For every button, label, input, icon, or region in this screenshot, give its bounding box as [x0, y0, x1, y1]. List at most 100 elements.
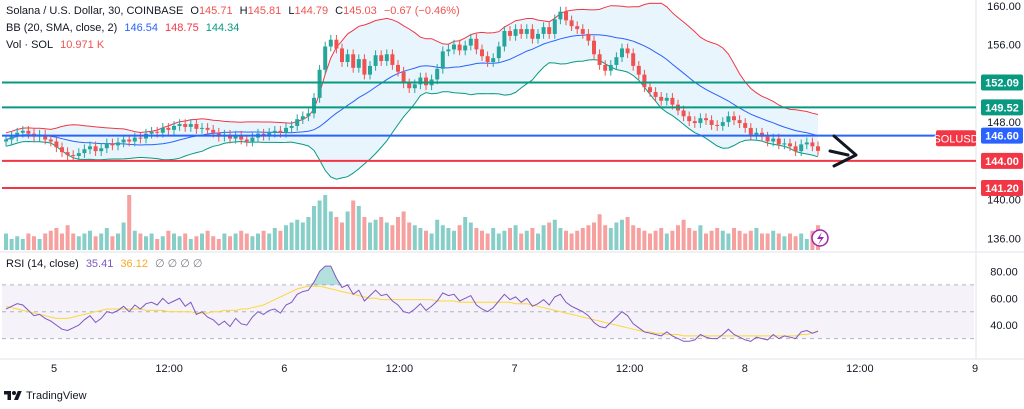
volume-bar: [390, 225, 395, 250]
rsi-tick: 40.00: [990, 320, 1018, 332]
candle: [88, 146, 92, 150]
volume-bar: [463, 217, 468, 250]
candle: [771, 138, 776, 142]
candle: [138, 137, 143, 139]
volume-bar: [82, 233, 87, 250]
candle: [76, 153, 81, 157]
volume-bar: [26, 233, 31, 250]
candle: [43, 134, 48, 140]
candle: [54, 141, 59, 148]
level-badge-144.00: [981, 152, 1023, 169]
candle: [334, 39, 339, 49]
candle: [396, 64, 400, 72]
candle: [457, 44, 462, 51]
volume-bar: [726, 233, 731, 250]
candle: [166, 127, 171, 130]
candle: [480, 49, 484, 57]
level-label-144.00: 144.00: [985, 156, 1019, 168]
volume-bar: [250, 236, 255, 250]
candle: [530, 29, 535, 39]
candle: [60, 147, 64, 153]
volume-bar: [687, 228, 692, 250]
candle: [636, 65, 641, 75]
candle: [48, 139, 53, 142]
volume-bar: [788, 233, 792, 250]
volume-bar: [278, 230, 283, 250]
time-tick: 12:00: [386, 363, 414, 375]
candle: [698, 118, 703, 124]
level-label-149.52: 149.52: [985, 102, 1019, 114]
candle: [82, 149, 87, 154]
volume-bar: [233, 233, 238, 250]
volume-bar: [552, 219, 557, 250]
volume-bar: [709, 230, 714, 250]
volume-bar: [155, 239, 160, 250]
volume-bar: [670, 230, 675, 250]
volume-bar: [256, 233, 260, 250]
change-value: −0.67 (−0.46%): [383, 5, 460, 17]
volume-bar: [502, 230, 507, 250]
volume-bar: [636, 228, 641, 250]
candle: [804, 142, 809, 145]
candle: [732, 116, 736, 121]
volume-bar: [138, 233, 143, 250]
volume-bar: [468, 222, 473, 250]
time-tick: 7: [511, 363, 517, 375]
volume-bar: [513, 225, 518, 250]
candle: [513, 29, 518, 36]
vol-label[interactable]: Vol · SOL: [6, 39, 54, 51]
candle: [670, 97, 675, 105]
candle: [659, 96, 664, 101]
symbol-title[interactable]: Solana / U.S. Dollar, 30, COINBASE: [6, 5, 184, 17]
candle: [743, 123, 748, 128]
volume-bar: [530, 228, 535, 250]
candle: [754, 132, 759, 135]
volume-bar: [323, 195, 328, 250]
volume-bar: [379, 217, 384, 250]
candle: [474, 38, 479, 50]
candle: [9, 136, 14, 140]
candle: [356, 59, 361, 68]
volume-bar: [446, 228, 451, 250]
time-tick: 5: [51, 363, 57, 375]
volume-bar: [575, 230, 580, 250]
volume-bar: [127, 195, 132, 250]
volume-bar: [748, 230, 753, 250]
candle: [300, 116, 305, 120]
candle: [776, 138, 781, 145]
candle: [412, 84, 417, 89]
volume-bar: [368, 222, 372, 250]
level-badge-146.60: [981, 127, 1023, 144]
volume-bar: [692, 230, 697, 250]
high-value: 145.81: [247, 5, 282, 17]
candle: [737, 120, 742, 124]
volume-bar: [222, 233, 227, 250]
volume-bar: [188, 239, 193, 250]
bb-label[interactable]: BB (20, SMA, close, 2): [6, 22, 118, 34]
tradingview-branding[interactable]: TradingView: [4, 389, 87, 403]
volume-bar: [284, 225, 288, 250]
candle: [597, 54, 602, 65]
candle: [244, 139, 249, 142]
legend-rsi: RSI (14, close) 35.41 36.12 ∅ ∅ ∅ ∅: [6, 257, 207, 271]
candle: [440, 51, 445, 69]
candle: [121, 139, 126, 143]
volume-bar: [620, 219, 624, 250]
candle: [149, 131, 154, 134]
rsi-label[interactable]: RSI (14, close): [6, 258, 79, 270]
candle: [726, 116, 731, 123]
candle: [648, 87, 652, 93]
volume-bar: [496, 233, 501, 250]
time-tick: 12:00: [616, 363, 644, 375]
low-value: 144.79: [294, 5, 329, 17]
candle: [614, 57, 619, 65]
candle: [793, 146, 798, 152]
candle: [435, 68, 440, 80]
price-tick: 136.00: [987, 233, 1021, 245]
candle: [788, 143, 792, 147]
candle: [306, 113, 311, 117]
volume-bar: [295, 219, 300, 250]
volume-bar: [429, 233, 434, 250]
volume-bar: [43, 233, 48, 250]
